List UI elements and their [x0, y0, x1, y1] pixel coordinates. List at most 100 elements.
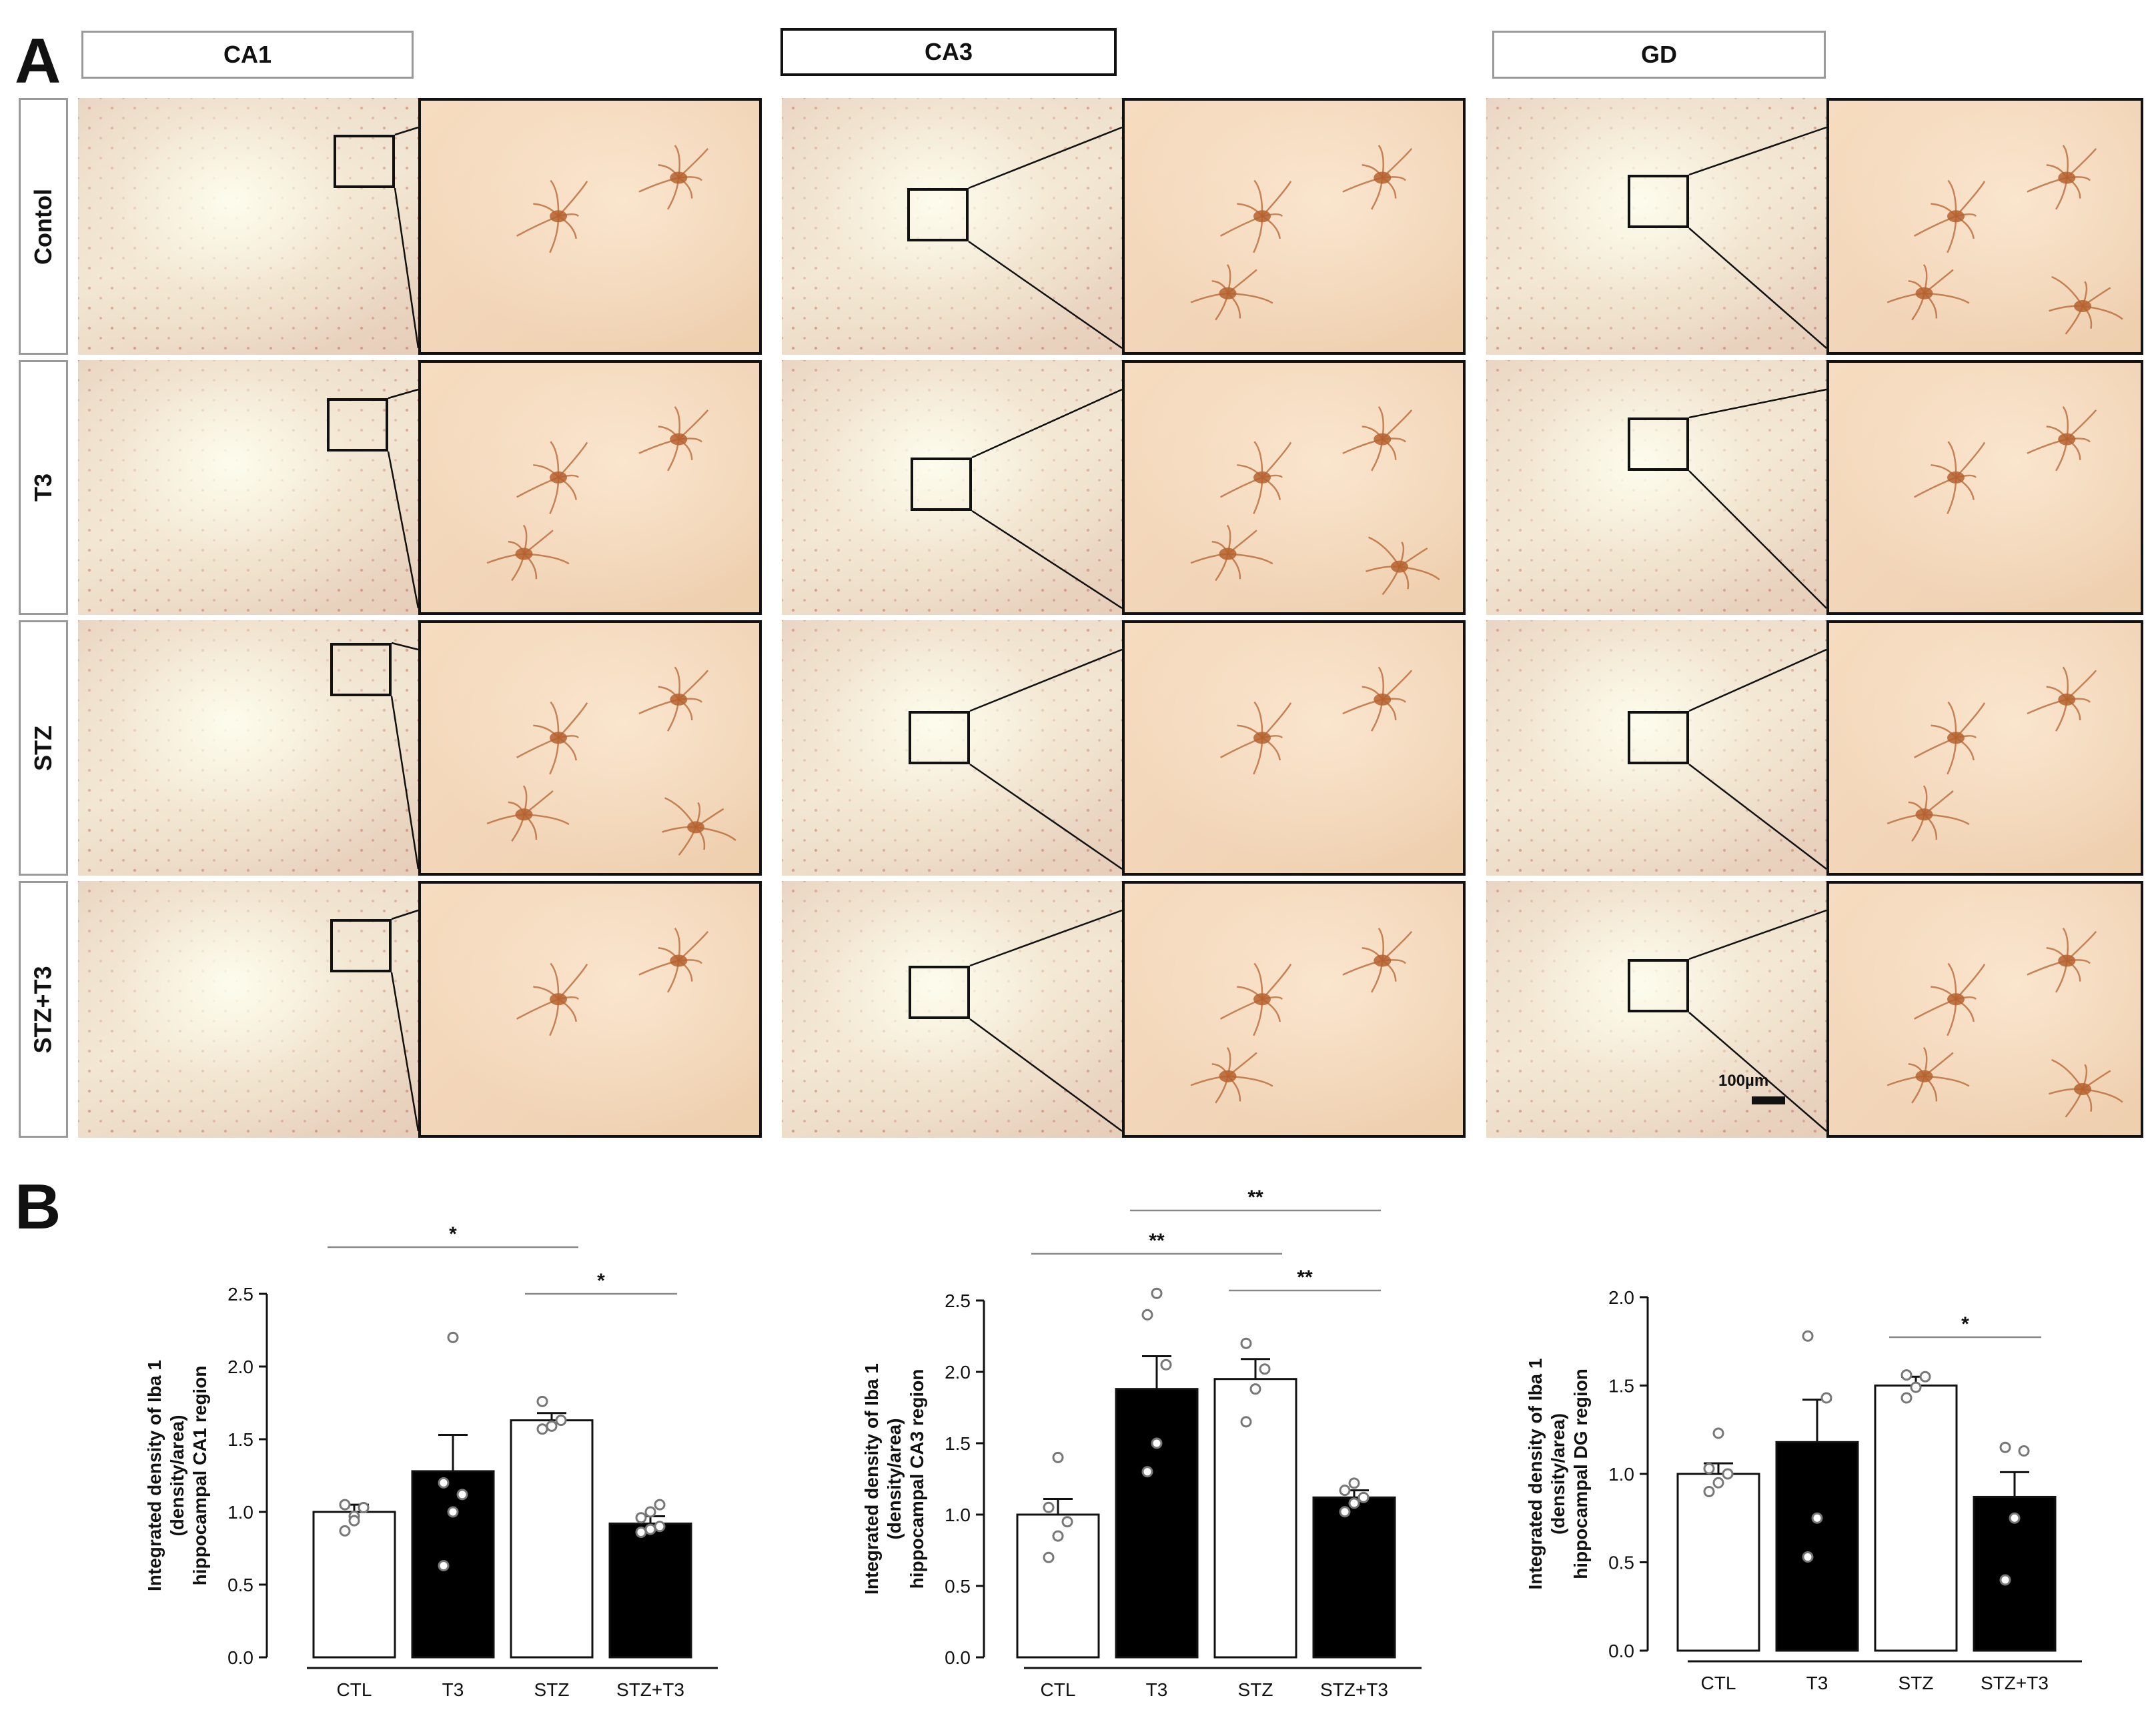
bar-t3	[1115, 1388, 1199, 1659]
y-tick-label: 1.5	[227, 1429, 253, 1450]
category-label: STZ+T3	[1981, 1673, 2049, 1693]
microglia-cell	[662, 797, 736, 856]
data-point	[1811, 1512, 1823, 1524]
microglia-cell	[2027, 666, 2097, 732]
bar-stz	[1213, 1378, 1297, 1659]
micrograph-ca1-stz-magnified	[418, 620, 762, 876]
category-label: STZ+T3	[616, 1679, 684, 1700]
data-point	[1802, 1330, 1814, 1342]
y-tick-label: 1.0	[1608, 1464, 1634, 1485]
roi-box-gd-control	[1628, 175, 1689, 228]
roi-box-gd-t3	[1628, 417, 1689, 471]
microglia-cell	[1220, 701, 1292, 775]
row-label-control: Contol	[19, 98, 68, 355]
microglia-cell	[1190, 264, 1273, 321]
y-tick-label: 0.0	[1608, 1641, 1634, 1661]
micrograph-gd-stz-magnified	[1826, 620, 2143, 876]
y-axis-label-line: (density/area)	[1548, 1413, 1568, 1535]
y-tick-label: 2.0	[1608, 1287, 1634, 1308]
data-point	[438, 1477, 450, 1489]
y-axis-label-line: hippocampal CA3 region	[907, 1369, 927, 1589]
microglia-cell	[516, 962, 588, 1036]
bar-t3	[411, 1470, 495, 1659]
roi-box-ca3-control	[907, 188, 969, 241]
microglia-cell	[638, 928, 709, 993]
category-label: T3	[442, 1679, 464, 1700]
data-point	[1703, 1486, 1715, 1497]
y-tick-label: 2.5	[945, 1291, 971, 1311]
microglia-cell	[2027, 928, 2097, 993]
data-point	[536, 1395, 548, 1407]
data-point	[1052, 1451, 1064, 1463]
data-point	[2009, 1512, 2021, 1524]
microglia-cell	[1914, 962, 1986, 1036]
microglia-cell	[1190, 524, 1273, 582]
category-label: STZ+T3	[1320, 1679, 1388, 1700]
row-label-t3: T3	[19, 360, 68, 615]
roi-box-ca3-t3	[911, 458, 972, 511]
bar-stz	[510, 1419, 594, 1659]
bar-ctl	[1676, 1473, 1760, 1652]
data-point	[1901, 1392, 1913, 1404]
column-header-ca3: CA3	[780, 28, 1117, 76]
y-axis-label-line: Integrated density of Iba 1	[144, 1360, 165, 1591]
data-point	[654, 1499, 666, 1511]
microglia-cell	[1190, 1047, 1273, 1104]
roi-box-gd-stz-t3	[1628, 959, 1689, 1012]
significance-marker: *	[1961, 1313, 1969, 1335]
data-point	[1348, 1497, 1360, 1509]
roi-box-ca3-stz	[909, 711, 970, 764]
significance-marker: **	[1149, 1230, 1165, 1252]
microglia-cell	[2027, 406, 2097, 472]
microglia-cell	[1366, 536, 1440, 596]
data-point	[1901, 1369, 1913, 1381]
data-point	[644, 1506, 656, 1518]
category-label: STZ	[534, 1679, 570, 1700]
significance-marker: *	[449, 1223, 457, 1245]
micrograph-ca3-control-magnified	[1122, 98, 1466, 355]
microglia-cell	[516, 441, 588, 514]
row-label-stz-t3-text: STZ+T3	[29, 965, 57, 1054]
category-label: STZ	[1899, 1673, 1934, 1693]
data-point	[1043, 1501, 1055, 1513]
y-axis-label-line: hippocampal CA1 region	[189, 1366, 210, 1586]
y-tick-label: 1.5	[1608, 1376, 1634, 1397]
data-point	[1052, 1530, 1064, 1542]
data-point	[1999, 1574, 2011, 1586]
bar-stz	[1874, 1385, 1958, 1652]
data-point	[2018, 1445, 2030, 1457]
data-point	[1061, 1516, 1073, 1528]
micrograph-ca1-stz-t3-magnified	[418, 881, 762, 1138]
roi-box-ca1-stz	[330, 643, 392, 696]
data-point	[1339, 1506, 1351, 1518]
data-point	[358, 1501, 370, 1513]
y-axis-label-line: Integrated density of Iba 1	[861, 1363, 882, 1595]
row-label-stz: STZ	[19, 620, 68, 876]
y-axis-label-line: (density/area)	[884, 1418, 905, 1539]
roi-box-gd-stz	[1628, 711, 1689, 764]
bar-t3	[1775, 1441, 1859, 1652]
data-point	[1141, 1309, 1153, 1321]
data-point	[555, 1415, 567, 1427]
data-point	[1141, 1466, 1153, 1478]
data-point	[1802, 1551, 1814, 1563]
data-point	[339, 1525, 351, 1537]
data-point	[447, 1506, 459, 1518]
data-point	[1240, 1337, 1252, 1349]
y-tick-label: 1.0	[227, 1502, 253, 1523]
data-point	[1151, 1437, 1163, 1449]
y-axis-label-line: Integrated density of Iba 1	[1525, 1359, 1546, 1590]
y-axis-label: Integrated density of Iba 1 (density/area…	[144, 1360, 210, 1591]
y-tick-label: 0.5	[227, 1575, 253, 1595]
micrograph-ca1-stz-t3-overview	[78, 881, 418, 1138]
micrograph-ca1-t3-magnified	[418, 360, 762, 615]
microglia-cell	[1914, 701, 1986, 775]
microglia-cell	[1220, 179, 1292, 253]
column-header-ca1: CA1	[81, 31, 414, 79]
significance-marker: **	[1297, 1266, 1313, 1288]
bar-ctl	[312, 1511, 396, 1659]
microglia-cell	[2049, 1058, 2123, 1118]
data-point	[635, 1512, 647, 1524]
data-point	[1160, 1359, 1172, 1371]
microglia-cell	[1886, 785, 1970, 842]
